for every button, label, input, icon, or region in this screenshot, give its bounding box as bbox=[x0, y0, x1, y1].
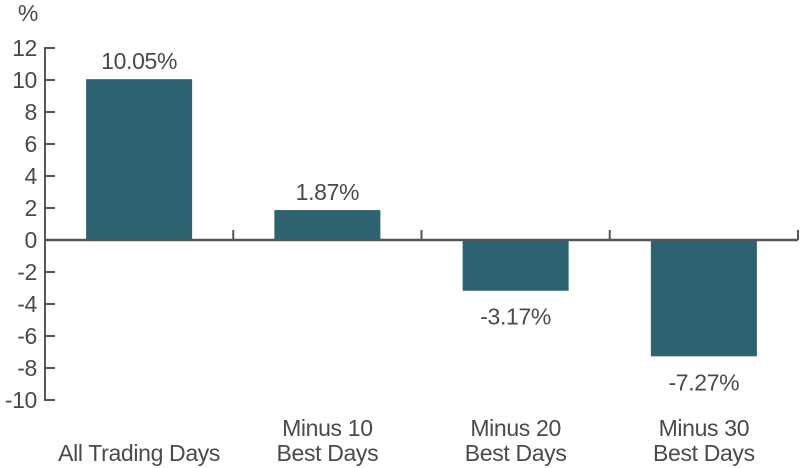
y-tick-label: 10 bbox=[12, 67, 37, 93]
bar bbox=[650, 240, 757, 357]
category-label-line: All Trading Days bbox=[58, 440, 220, 466]
bar-value-label: -3.17% bbox=[480, 304, 551, 330]
y-tick-label: 6 bbox=[25, 131, 37, 157]
y-tick-label: -8 bbox=[17, 355, 37, 381]
category-label: Minus 20 Best Days bbox=[465, 415, 567, 466]
bar-value-label: 10.05% bbox=[101, 48, 177, 74]
category-label-line: Best Days bbox=[277, 440, 379, 466]
category-label-line: Best Days bbox=[653, 440, 755, 466]
category-label-line: Minus 10 bbox=[282, 415, 373, 441]
category-label: Minus 30 Best Days bbox=[653, 415, 755, 466]
bar-value-label: -7.27% bbox=[668, 369, 739, 395]
y-tick-label: -2 bbox=[17, 259, 37, 285]
category-label-line: Best Days bbox=[465, 440, 567, 466]
category-label: All Trading Days bbox=[58, 440, 220, 466]
y-tick-label: 4 bbox=[25, 163, 38, 189]
category-label-line: Minus 20 bbox=[470, 415, 561, 441]
y-tick-label: -6 bbox=[17, 323, 37, 349]
bar bbox=[462, 240, 569, 291]
y-tick-label: 0 bbox=[25, 227, 37, 253]
y-tick-label: 2 bbox=[25, 195, 37, 221]
bar bbox=[86, 79, 193, 240]
category-label-line: Minus 30 bbox=[659, 415, 750, 441]
bar bbox=[274, 210, 381, 240]
y-tick-label: 8 bbox=[25, 99, 37, 125]
y-tick-label: -10 bbox=[5, 387, 37, 413]
bar-value-label: 1.87% bbox=[296, 179, 360, 205]
y-tick-label: 12 bbox=[12, 35, 37, 61]
category-label: Minus 10 Best Days bbox=[277, 415, 379, 466]
y-tick-label: -4 bbox=[17, 291, 37, 317]
y-axis-unit-label: % bbox=[18, 0, 38, 26]
